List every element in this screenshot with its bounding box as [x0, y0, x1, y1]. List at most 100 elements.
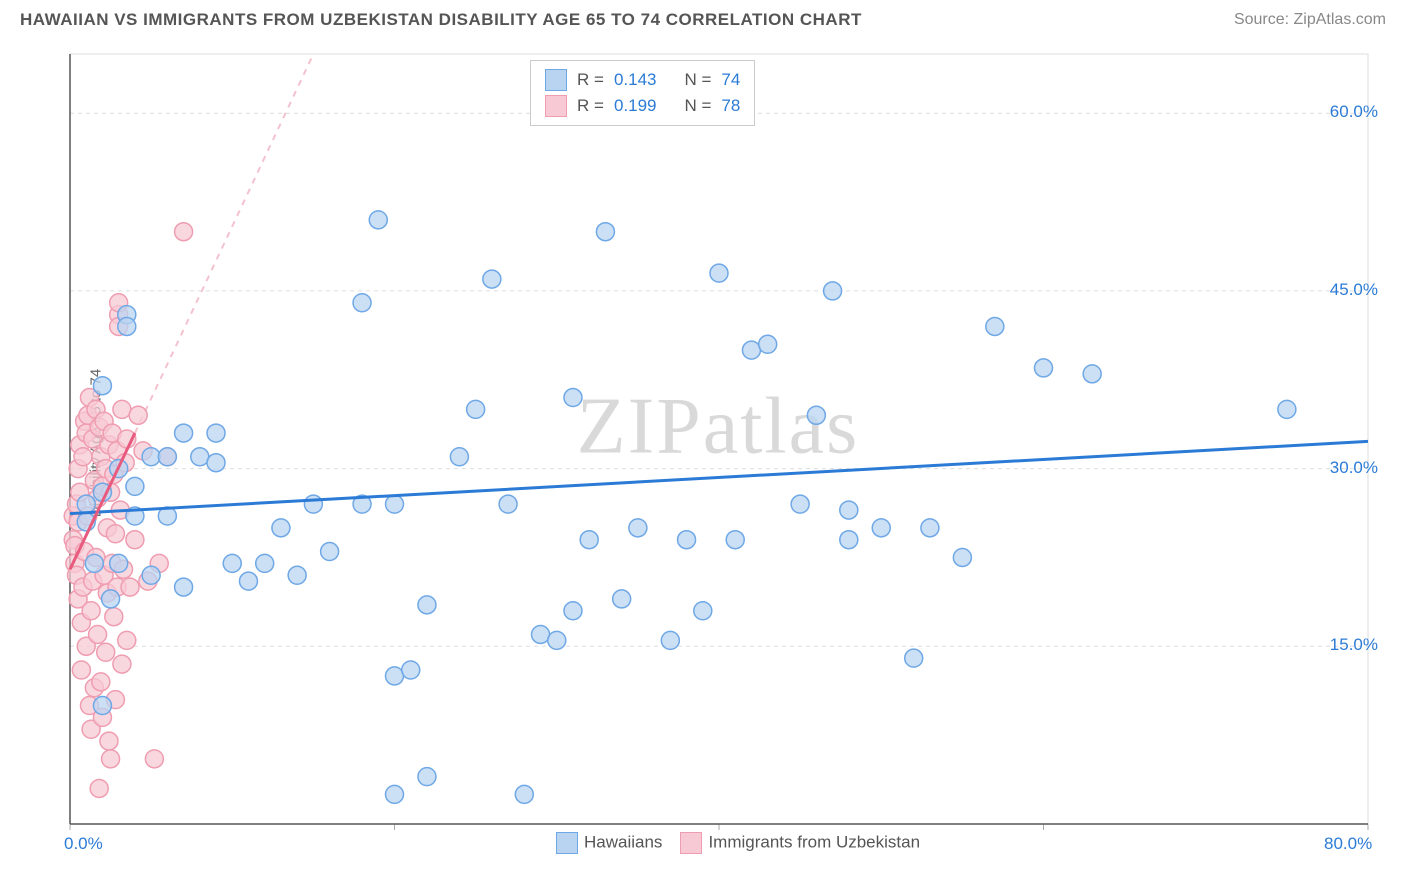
- data-point[interactable]: [175, 578, 193, 596]
- data-point[interactable]: [102, 750, 120, 768]
- data-point[interactable]: [483, 270, 501, 288]
- data-point[interactable]: [1083, 365, 1101, 383]
- data-point[interactable]: [256, 554, 274, 572]
- data-point[interactable]: [74, 448, 92, 466]
- data-point[interactable]: [113, 655, 131, 673]
- correlation-legend: R = 0.143N = 74R = 0.199N = 78: [530, 60, 755, 126]
- data-point[interactable]: [872, 519, 890, 537]
- data-point[interactable]: [272, 519, 290, 537]
- data-point[interactable]: [191, 448, 209, 466]
- data-point[interactable]: [1035, 359, 1053, 377]
- data-point[interactable]: [175, 223, 193, 241]
- data-point[interactable]: [418, 768, 436, 786]
- data-point[interactable]: [548, 631, 566, 649]
- data-point[interactable]: [386, 667, 404, 685]
- data-point[interactable]: [207, 454, 225, 472]
- data-point[interactable]: [105, 608, 123, 626]
- n-label: N =: [684, 70, 711, 90]
- data-point[interactable]: [678, 531, 696, 549]
- data-point[interactable]: [97, 643, 115, 661]
- data-point[interactable]: [92, 673, 110, 691]
- data-point[interactable]: [499, 495, 517, 513]
- data-point[interactable]: [726, 531, 744, 549]
- legend-label: Hawaiians: [584, 832, 662, 851]
- data-point[interactable]: [515, 785, 533, 803]
- data-point[interactable]: [121, 578, 139, 596]
- data-point[interactable]: [694, 602, 712, 620]
- data-point[interactable]: [596, 223, 614, 241]
- legend-item[interactable]: Hawaiians: [556, 832, 662, 854]
- data-point[interactable]: [369, 211, 387, 229]
- data-point[interactable]: [207, 424, 225, 442]
- data-point[interactable]: [223, 554, 241, 572]
- data-point[interactable]: [418, 596, 436, 614]
- data-point[interactable]: [564, 602, 582, 620]
- data-point[interactable]: [321, 543, 339, 561]
- trend-line: [70, 441, 1368, 513]
- y-tick-label: 30.0%: [1330, 458, 1378, 478]
- r-label: R =: [577, 96, 604, 116]
- trend-line-extension: [135, 54, 313, 433]
- data-point[interactable]: [126, 477, 144, 495]
- data-point[interactable]: [288, 566, 306, 584]
- data-point[interactable]: [759, 335, 777, 353]
- x-axis-min-label: 0.0%: [64, 834, 103, 854]
- data-point[interactable]: [100, 732, 118, 750]
- data-point[interactable]: [239, 572, 257, 590]
- data-point[interactable]: [953, 548, 971, 566]
- data-point[interactable]: [102, 590, 120, 608]
- data-point[interactable]: [110, 554, 128, 572]
- data-point[interactable]: [1278, 400, 1296, 418]
- data-point[interactable]: [402, 661, 420, 679]
- data-point[interactable]: [840, 531, 858, 549]
- legend-swatch: [545, 69, 567, 91]
- data-point[interactable]: [89, 625, 107, 643]
- data-point[interactable]: [353, 294, 371, 312]
- r-value: 0.143: [614, 70, 657, 90]
- data-point[interactable]: [824, 282, 842, 300]
- data-point[interactable]: [905, 649, 923, 667]
- data-point[interactable]: [661, 631, 679, 649]
- data-point[interactable]: [142, 566, 160, 584]
- data-point[interactable]: [72, 661, 90, 679]
- y-tick-label: 45.0%: [1330, 280, 1378, 300]
- data-point[interactable]: [791, 495, 809, 513]
- data-point[interactable]: [77, 495, 95, 513]
- data-point[interactable]: [82, 602, 100, 620]
- data-point[interactable]: [807, 406, 825, 424]
- data-point[interactable]: [629, 519, 647, 537]
- data-point[interactable]: [145, 750, 163, 768]
- data-point[interactable]: [386, 785, 404, 803]
- data-point[interactable]: [613, 590, 631, 608]
- data-point[interactable]: [564, 389, 582, 407]
- data-point[interactable]: [532, 625, 550, 643]
- data-point[interactable]: [450, 448, 468, 466]
- data-point[interactable]: [580, 531, 598, 549]
- data-point[interactable]: [85, 554, 103, 572]
- data-point[interactable]: [126, 531, 144, 549]
- source-prefix: Source:: [1234, 11, 1294, 28]
- data-point[interactable]: [129, 406, 147, 424]
- legend-row: R = 0.199N = 78: [545, 93, 740, 119]
- data-point[interactable]: [386, 495, 404, 513]
- data-point[interactable]: [118, 631, 136, 649]
- data-point[interactable]: [90, 779, 108, 797]
- data-point[interactable]: [710, 264, 728, 282]
- data-point[interactable]: [467, 400, 485, 418]
- y-tick-label: 15.0%: [1330, 635, 1378, 655]
- data-point[interactable]: [113, 400, 131, 418]
- data-point[interactable]: [304, 495, 322, 513]
- data-point[interactable]: [742, 341, 760, 359]
- data-point[interactable]: [921, 519, 939, 537]
- data-point[interactable]: [142, 448, 160, 466]
- data-point[interactable]: [840, 501, 858, 519]
- source-link[interactable]: ZipAtlas.com: [1294, 11, 1386, 28]
- data-point[interactable]: [118, 317, 136, 335]
- data-point[interactable]: [93, 697, 111, 715]
- data-point[interactable]: [158, 448, 176, 466]
- data-point[interactable]: [175, 424, 193, 442]
- legend-item[interactable]: Immigrants from Uzbekistan: [680, 832, 920, 854]
- data-point[interactable]: [986, 317, 1004, 335]
- data-point[interactable]: [93, 377, 111, 395]
- data-point[interactable]: [106, 525, 124, 543]
